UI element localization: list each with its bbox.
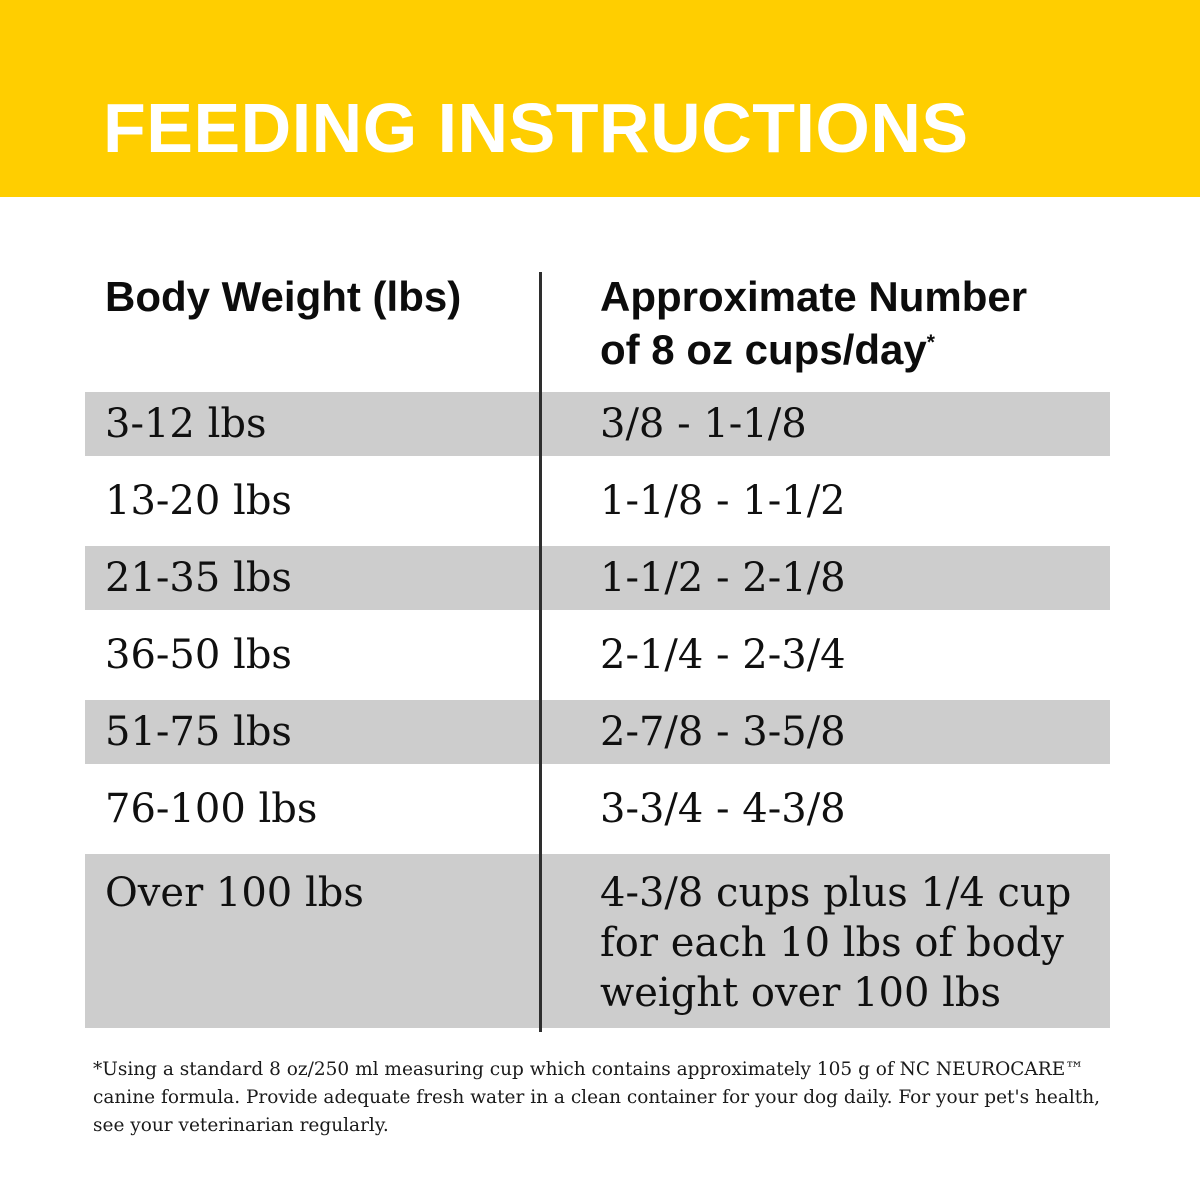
table-row: 36-50 lbs 2-1/4 - 2-3/4	[85, 616, 1110, 693]
body-weight-cell: 13-20 lbs	[105, 477, 292, 524]
cups-cell: 2-7/8 - 3-5/8	[600, 708, 846, 755]
table-row: 13-20 lbs 1-1/8 - 1-1/2	[85, 462, 1110, 539]
table-header-row: Body Weight (lbs) Approximate Number of …	[85, 270, 1110, 385]
body-weight-cell: 36-50 lbs	[105, 631, 292, 678]
table-row: 76-100 lbs 3-3/4 - 4-3/8	[85, 770, 1110, 847]
body-weight-cell: 76-100 lbs	[105, 785, 318, 832]
footnote-text: *Using a standard 8 oz/250 ml measuring …	[93, 1059, 1100, 1137]
cups-cell: 2-1/4 - 2-3/4	[600, 631, 846, 678]
col-header-cups-line-2: of 8 oz cups/day*	[600, 326, 935, 373]
cups-cell: 3/8 - 1-1/8	[600, 400, 807, 447]
col-header-body-weight: Body Weight (lbs)	[105, 273, 462, 320]
table-row: Over 100 lbs 4-3/8 cups plus 1/4 cup for…	[85, 847, 1110, 1034]
page-title: FEEDING INSTRUCTIONS	[103, 89, 969, 167]
table-row: 51-75 lbs 2-7/8 - 3-5/8	[85, 693, 1110, 770]
cups-cell: 3-3/4 - 4-3/8	[600, 785, 846, 832]
body-weight-cell: Over 100 lbs	[105, 870, 364, 916]
cups-cell: 4-3/8 cups plus 1/4 cup for each 10 lbs …	[600, 870, 1072, 1016]
feeding-table: Body Weight (lbs) Approximate Number of …	[85, 270, 1110, 1034]
cups-cell: 1-1/8 - 1-1/2	[600, 477, 846, 524]
table-row: 3-12 lbs 3/8 - 1-1/8	[85, 385, 1110, 462]
body-weight-cell: 3-12 lbs	[105, 400, 267, 447]
column-divider-line	[539, 272, 542, 1032]
body-weight-cell: 51-75 lbs	[105, 708, 292, 755]
col-header-cups-per-day: Approximate Number of 8 oz cups/day*	[539, 270, 1110, 376]
footnote-asterisk: *	[926, 331, 935, 354]
cups-cell: 1-1/2 - 2-1/8	[600, 554, 846, 601]
body-weight-cell: 21-35 lbs	[105, 554, 292, 601]
col-header-cups-line-1: Approximate Number	[600, 273, 1028, 320]
table-row: 21-35 lbs 1-1/2 - 2-1/8	[85, 539, 1110, 616]
feeding-instructions-banner: FEEDING INSTRUCTIONS	[0, 0, 1200, 197]
